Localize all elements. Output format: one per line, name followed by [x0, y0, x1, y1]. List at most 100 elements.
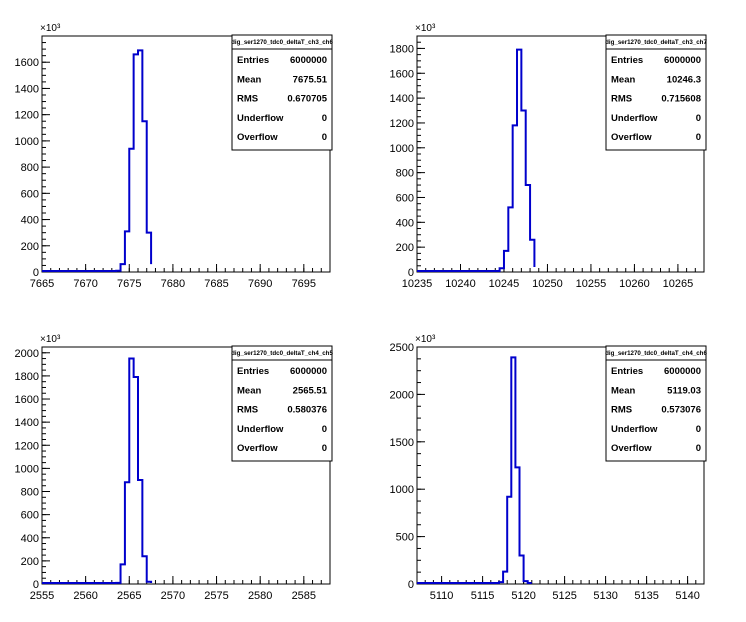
stats-label-underflow: Underflow [611, 424, 658, 435]
stats-value-underflow: 0 [322, 113, 327, 124]
stats-value-rms: 0.670705 [287, 94, 327, 105]
x-tick-label: 5110 [430, 590, 454, 602]
histogram-panel: 0 200 400 600 800 1000 1200 1400 1600 7665 7670 767… [15, 23, 334, 290]
stats-value-overflow: 0 [696, 443, 701, 454]
y-tick-label: 200 [21, 241, 39, 253]
x-tick-label: 5130 [593, 590, 617, 602]
stats-label-rms: RMS [237, 94, 258, 105]
y-tick-label: 400 [21, 533, 39, 545]
stats-label-mean: Mean [237, 74, 261, 85]
stats-label-entries: Entries [237, 55, 269, 66]
stats-value-rms: 0.580376 [287, 405, 327, 416]
stats-label-underflow: Underflow [237, 424, 284, 435]
y-tick-label: 1200 [15, 110, 39, 122]
y-tick-label: 1500 [390, 437, 414, 449]
stats-title: dig_ser1270_tdc0_deltaT_ch4_ch5 [231, 350, 333, 357]
stats-label-entries: Entries [611, 366, 643, 377]
x-tick-label: 10240 [445, 278, 476, 290]
x-tick-label: 7680 [161, 278, 185, 290]
y-exponent-label: ×10³ [415, 23, 436, 34]
x-tick-label: 7665 [30, 278, 54, 290]
x-tick-label: 7690 [248, 278, 272, 290]
stats-value-entries: 6000000 [290, 366, 327, 377]
x-tick-label: 7685 [204, 278, 228, 290]
y-tick-label: 0 [408, 579, 414, 591]
stats-box: dig_ser1270_tdc0_deltaT_ch4_ch6 Entries 60… [605, 345, 707, 462]
y-tick-label: 1800 [390, 43, 414, 55]
stats-label-entries: Entries [611, 55, 643, 66]
x-tick-label: 10260 [619, 278, 650, 290]
x-tick-label: 5140 [675, 590, 699, 602]
x-tick-label: 5120 [511, 590, 535, 602]
stats-label-rms: RMS [611, 94, 632, 105]
stats-value-underflow: 0 [696, 424, 701, 435]
plot-frame [41, 346, 331, 585]
stats-label-rms: RMS [237, 405, 258, 416]
stats-label-overflow: Overflow [237, 443, 278, 454]
stats-value-overflow: 0 [322, 132, 327, 143]
x-tick-label: 2580 [248, 590, 272, 602]
stats-value-overflow: 0 [696, 132, 701, 143]
x-tick-label: 7675 [117, 278, 141, 290]
histogram-line [417, 356, 532, 584]
y-tick-label: 600 [396, 192, 414, 204]
histogram-panel: 0 500 1000 1500 2000 2500 5110 5115 5120 5125 5130… [390, 334, 708, 602]
stats-label-entries: Entries [237, 366, 269, 377]
x-tick-label: 5115 [471, 590, 495, 602]
stats-label-overflow: Overflow [611, 132, 652, 143]
stats-value-overflow: 0 [322, 443, 327, 454]
stats-label-overflow: Overflow [237, 132, 278, 143]
stats-value-mean: 10246.3 [667, 74, 701, 85]
x-tick-label: 2555 [30, 590, 54, 602]
stats-box-frame [231, 34, 333, 151]
stats-value-mean: 5119.03 [667, 385, 701, 396]
y-tick-label: 800 [21, 487, 39, 499]
stats-value-entries: 6000000 [664, 55, 701, 66]
histogram-panel: 0 200 400 600 800 1000 1200 1400 1600 1800 10235 10… [390, 23, 708, 290]
stats-title: dig_ser1270_tdc0_deltaT_ch4_ch6 [605, 350, 707, 357]
stats-value-rms: 0.573076 [661, 405, 701, 416]
x-tick-label: 2585 [292, 590, 316, 602]
x-tick-label: 7670 [73, 278, 97, 290]
y-exponent-label: ×10³ [40, 334, 61, 345]
stats-label-rms: RMS [611, 405, 632, 416]
stats-value-underflow: 0 [322, 424, 327, 435]
stats-value-mean: 2565.51 [293, 385, 328, 396]
y-tick-label: 1600 [15, 394, 39, 406]
y-tick-label: 1000 [15, 463, 39, 475]
x-tick-label: 10255 [576, 278, 607, 290]
x-tick-label: 10235 [402, 278, 433, 290]
y-tick-label: 400 [396, 217, 414, 229]
stats-box: dig_ser1270_tdc0_deltaT_ch3_ch7 Entries 60… [605, 34, 707, 151]
y-tick-label: 0 [408, 267, 414, 279]
y-tick-label: 0 [33, 579, 39, 591]
y-tick-label: 600 [21, 510, 39, 522]
x-tick-label: 10250 [532, 278, 563, 290]
stats-value-entries: 6000000 [290, 55, 327, 66]
stats-label-mean: Mean [237, 385, 261, 396]
x-tick-label: 10245 [489, 278, 520, 290]
stats-value-underflow: 0 [696, 113, 701, 124]
y-exponent-label: ×10³ [40, 23, 61, 34]
y-tick-label: 1400 [390, 93, 414, 105]
x-tick-label: 2560 [73, 590, 97, 602]
y-tick-label: 400 [21, 215, 39, 227]
stats-title: dig_ser1270_tdc0_deltaT_ch3_ch7 [605, 39, 707, 46]
histogram-line [42, 357, 153, 584]
stats-box-frame [605, 345, 707, 462]
y-tick-label: 1600 [15, 57, 39, 69]
y-tick-label: 2500 [390, 342, 414, 354]
stats-box: dig_ser1270_tdc0_deltaT_ch4_ch5 Entries 60… [231, 345, 333, 462]
x-tick-label: 2565 [117, 590, 141, 602]
stats-label-overflow: Overflow [611, 443, 652, 454]
stats-label-underflow: Underflow [611, 113, 658, 124]
stats-label-mean: Mean [611, 74, 635, 85]
y-tick-label: 1000 [15, 136, 39, 148]
stats-value-rms: 0.715608 [661, 94, 701, 105]
y-tick-label: 600 [21, 188, 39, 200]
y-tick-label: 200 [21, 556, 39, 568]
y-tick-label: 1200 [15, 440, 39, 452]
histogram-line [42, 49, 153, 272]
y-tick-label: 800 [396, 168, 414, 180]
